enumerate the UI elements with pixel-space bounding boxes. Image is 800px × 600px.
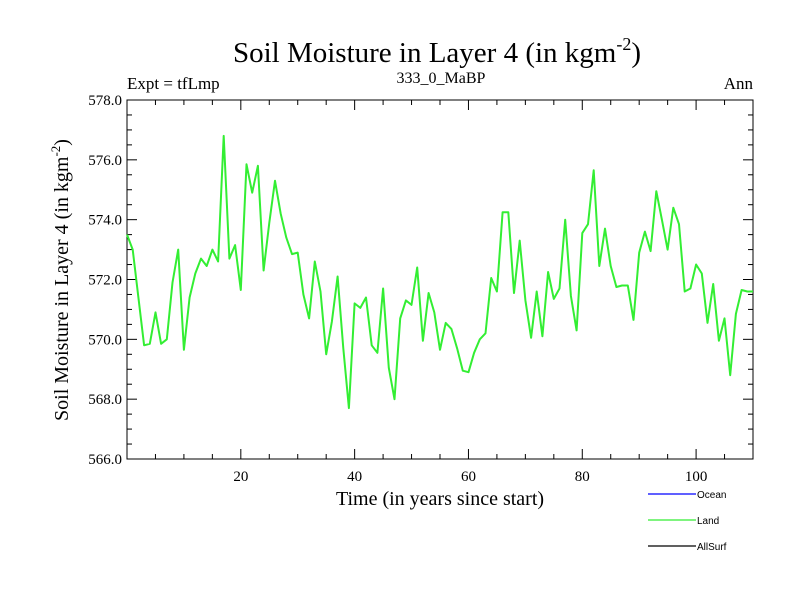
period-label: Ann <box>724 74 754 93</box>
x-tick-label: 60 <box>461 469 476 485</box>
y-tick-label: 566.0 <box>88 452 122 468</box>
x-tick-label: 40 <box>347 469 362 485</box>
chart-title-sup: -2 <box>616 34 631 54</box>
x-axis-label: Time (in years since start) <box>336 488 544 510</box>
legend-label-ocean: Ocean <box>697 490 726 501</box>
y-axis-label-main: Soil Moisture in Layer 4 (in kgm <box>51 156 73 421</box>
legend: Ocean Land AllSurf <box>648 490 727 553</box>
run-label: 333_0_MaBP <box>397 70 486 87</box>
y-axis-ticks: 566.0 568.0 570.0 572.0 574.0 576.0 578.0 <box>88 93 753 468</box>
chart-title-close: ) <box>631 37 641 69</box>
y-tick-label: 578.0 <box>88 93 122 109</box>
y-tick-label: 570.0 <box>88 332 122 348</box>
y-tick-label: 574.0 <box>88 213 122 229</box>
y-axis-label: Soil Moisture in Layer 4 (in kgm-2) <box>48 139 73 421</box>
y-axis-label-sup: -2 <box>48 146 63 157</box>
legend-label-land: Land <box>697 516 719 527</box>
plot-frame <box>126 99 754 460</box>
x-tick-label: 20 <box>233 469 248 485</box>
legend-label-allsurf: AllSurf <box>697 542 727 553</box>
y-axis-label-close: ) <box>51 139 73 146</box>
series-line-land <box>126 134 753 410</box>
experiment-label: Expt = tfLmp <box>127 74 220 93</box>
chart-title-main: Soil Moisture in Layer 4 (in kgm <box>233 37 617 69</box>
x-axis-ticks: 20 40 60 80 100 <box>154 100 726 485</box>
y-tick-label: 576.0 <box>88 153 122 169</box>
x-tick-label: 80 <box>575 469 590 485</box>
x-tick-label: 100 <box>685 469 708 485</box>
chart-title: Soil Moisture in Layer 4 (in kgm-2) <box>233 34 641 69</box>
y-tick-label: 568.0 <box>88 392 122 408</box>
y-tick-label: 572.0 <box>88 273 122 289</box>
series-layer <box>126 134 753 410</box>
